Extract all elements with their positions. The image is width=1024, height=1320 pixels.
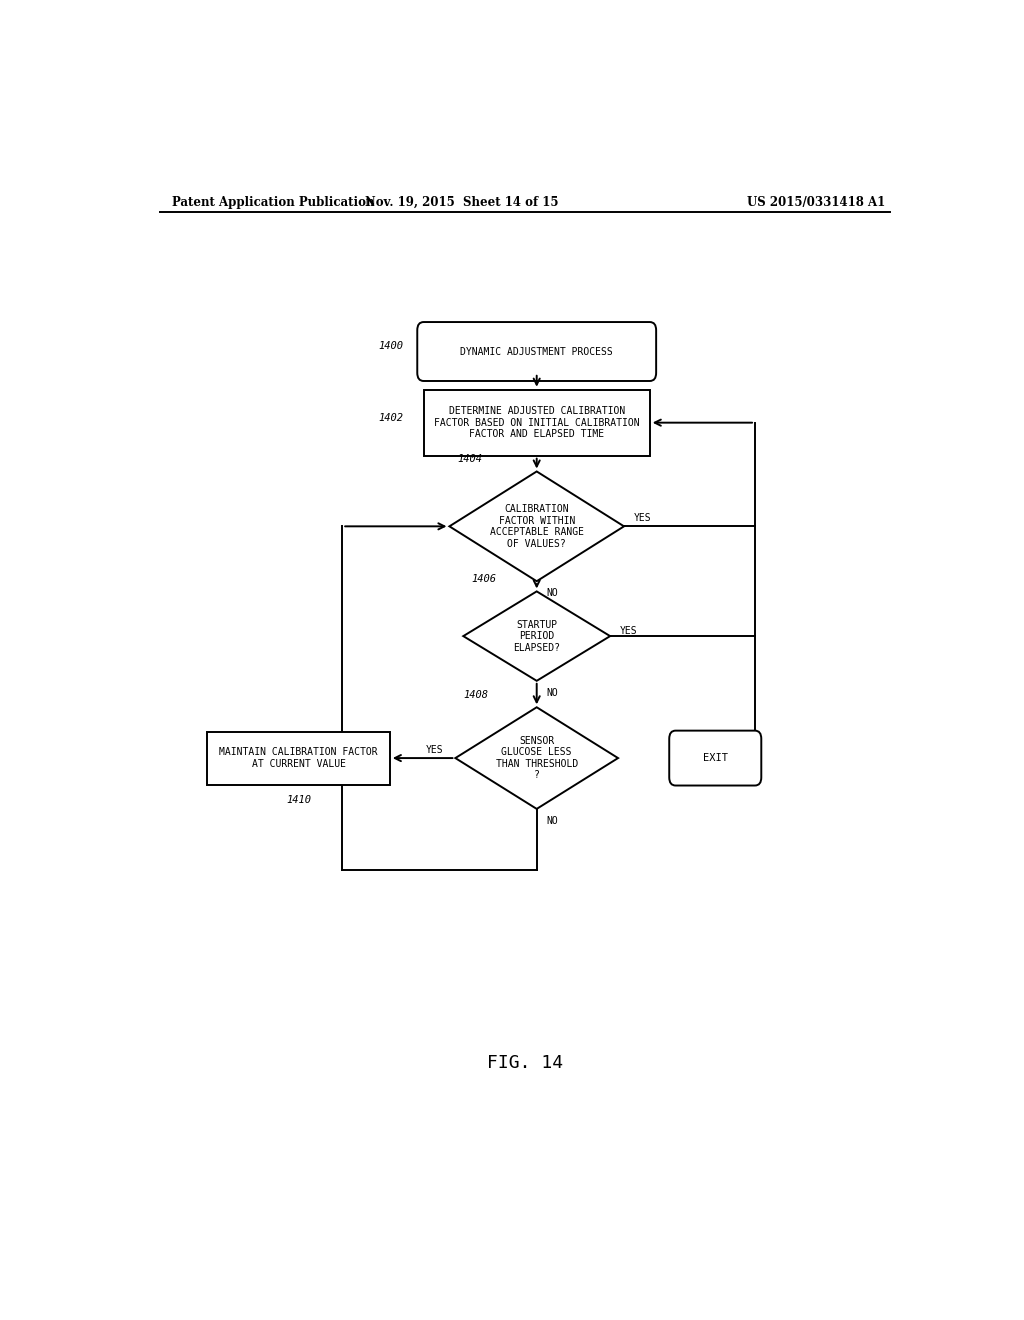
- Text: NO: NO: [546, 688, 558, 698]
- Text: YES: YES: [634, 513, 651, 523]
- Text: 1410: 1410: [286, 795, 311, 805]
- Text: MAINTAIN CALIBRATION FACTOR
AT CURRENT VALUE: MAINTAIN CALIBRATION FACTOR AT CURRENT V…: [219, 747, 378, 768]
- Bar: [424, 389, 650, 455]
- Text: DETERMINE ADJUSTED CALIBRATION
FACTOR BASED ON INITIAL CALIBRATION
FACTOR AND EL: DETERMINE ADJUSTED CALIBRATION FACTOR BA…: [434, 407, 640, 440]
- Text: STARTUP
PERIOD
ELAPSED?: STARTUP PERIOD ELAPSED?: [513, 619, 560, 652]
- Polygon shape: [456, 708, 618, 809]
- Text: YES: YES: [426, 744, 443, 755]
- Text: Patent Application Publication: Patent Application Publication: [172, 195, 374, 209]
- Text: EXIT: EXIT: [702, 754, 728, 763]
- Text: CALIBRATION
FACTOR WITHIN
ACCEPTABLE RANGE
OF VALUES?: CALIBRATION FACTOR WITHIN ACCEPTABLE RAN…: [489, 504, 584, 549]
- Text: FIG. 14: FIG. 14: [486, 1053, 563, 1072]
- Text: YES: YES: [620, 626, 637, 636]
- Text: SENSOR
GLUCOSE LESS
THAN THRESHOLD
?: SENSOR GLUCOSE LESS THAN THRESHOLD ?: [496, 735, 578, 780]
- Bar: [207, 731, 390, 784]
- Text: NO: NO: [546, 589, 558, 598]
- Text: 1404: 1404: [458, 454, 482, 465]
- Text: NO: NO: [546, 816, 558, 826]
- Text: Nov. 19, 2015  Sheet 14 of 15: Nov. 19, 2015 Sheet 14 of 15: [365, 195, 558, 209]
- Polygon shape: [463, 591, 610, 681]
- Text: 1408: 1408: [463, 690, 488, 700]
- Polygon shape: [450, 471, 624, 581]
- Text: 1406: 1406: [471, 574, 497, 585]
- Text: DYNAMIC ADJUSTMENT PROCESS: DYNAMIC ADJUSTMENT PROCESS: [461, 347, 613, 356]
- FancyBboxPatch shape: [670, 731, 761, 785]
- Text: 1400: 1400: [379, 342, 403, 351]
- Text: 1402: 1402: [379, 413, 403, 422]
- FancyBboxPatch shape: [417, 322, 656, 381]
- Text: US 2015/0331418 A1: US 2015/0331418 A1: [748, 195, 886, 209]
